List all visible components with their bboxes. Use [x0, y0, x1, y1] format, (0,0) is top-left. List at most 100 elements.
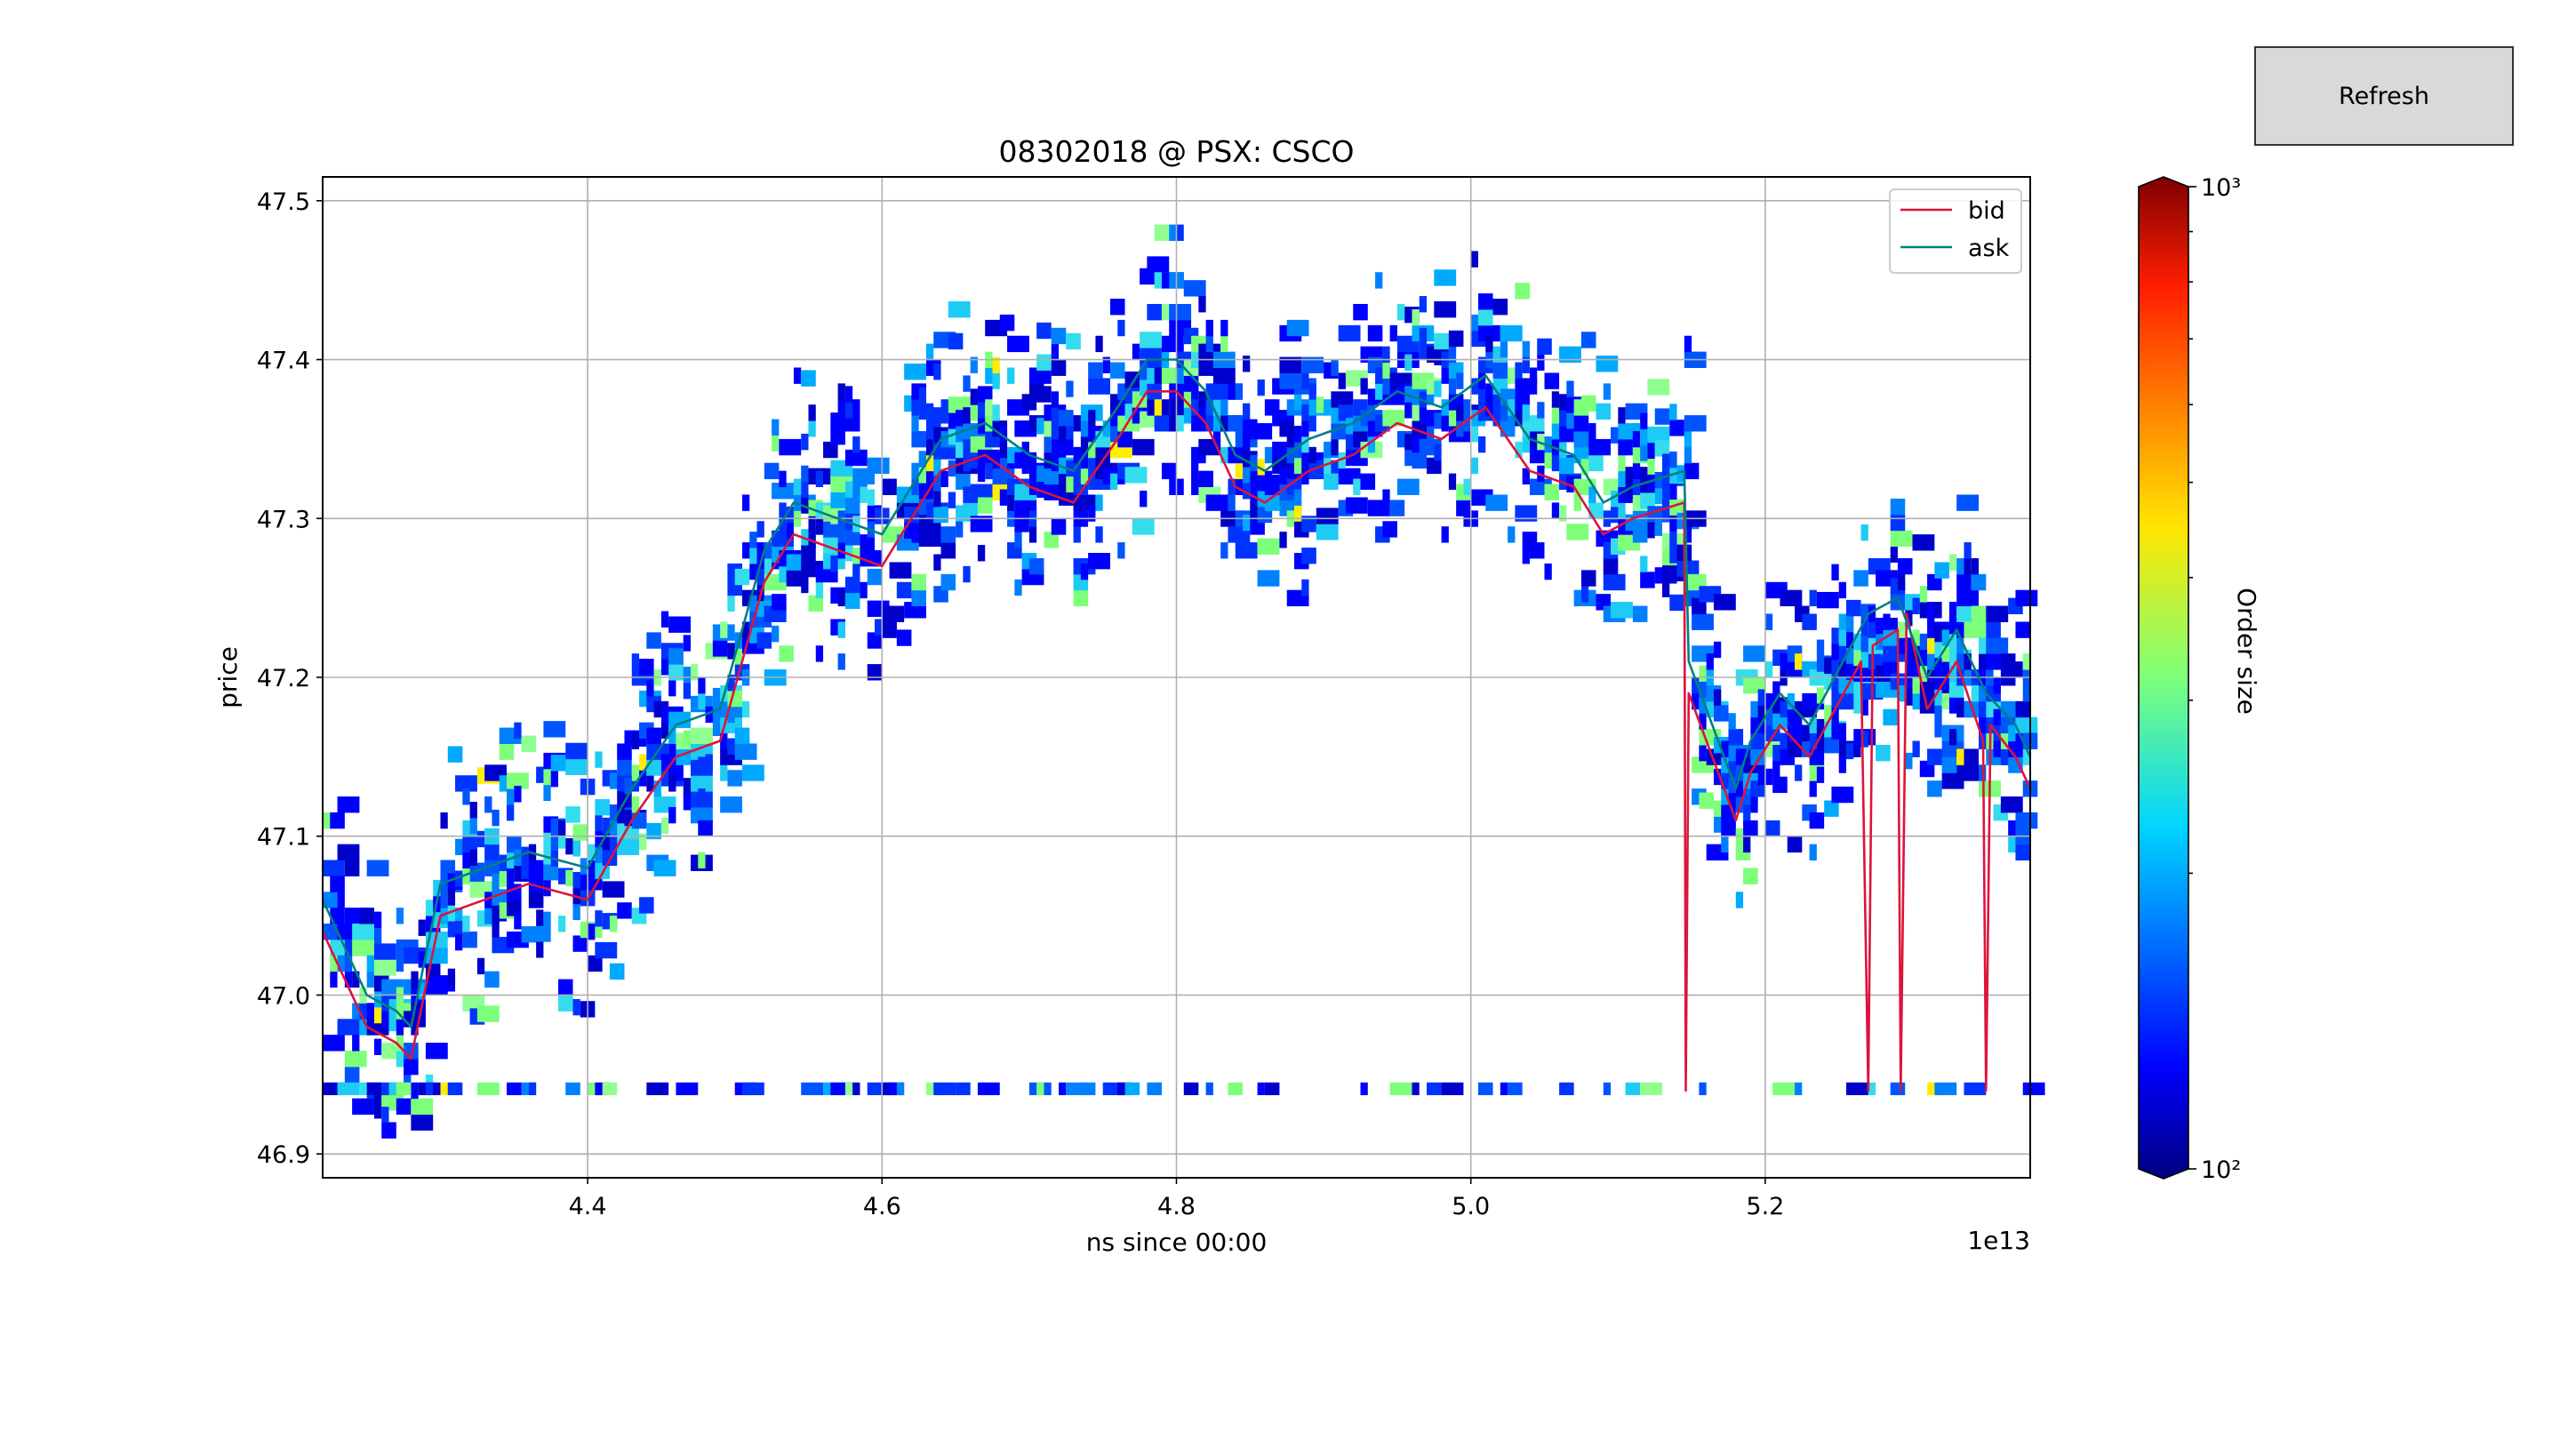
- heatmap-cell: [1795, 653, 1803, 670]
- heatmap-cell: [1080, 1082, 1096, 1096]
- heatmap-cell: [1102, 356, 1110, 373]
- heatmap-cell: [889, 1082, 897, 1096]
- heatmap-cell: [1669, 483, 1677, 500]
- heatmap-cell: [602, 1082, 618, 1096]
- heatmap-cell: [1669, 404, 1677, 420]
- heatmap-cell: [1699, 792, 1714, 809]
- heatmap-cell: [1353, 303, 1368, 321]
- heatmap-cell: [1205, 494, 1228, 511]
- heatmap-cell: [1051, 327, 1067, 345]
- heatmap-cell: [1780, 700, 1788, 718]
- heatmap-cell: [1243, 483, 1251, 500]
- heatmap-cell: [977, 497, 993, 514]
- heatmap-cell: [1470, 426, 1478, 443]
- heatmap-cell: [1692, 677, 1700, 694]
- heatmap-cell: [514, 722, 522, 740]
- heatmap-cell: [844, 497, 860, 514]
- heatmap-cell: [992, 356, 1000, 373]
- heatmap-cell: [668, 727, 676, 744]
- heatmap-cell: [1905, 610, 1913, 627]
- heatmap-cell: [1529, 542, 1545, 559]
- heatmap-cell: [462, 931, 477, 948]
- heatmap-cell: [1161, 303, 1170, 321]
- heatmap-cell: [1183, 1082, 1199, 1096]
- heatmap-cell: [595, 751, 603, 768]
- heatmap-cell: [1021, 441, 1029, 459]
- heatmap-cell: [1382, 362, 1390, 379]
- heatmap-cell: [1419, 327, 1428, 345]
- heatmap-cell: [507, 836, 522, 853]
- heatmap-cell: [440, 860, 456, 876]
- heatmap-cell: [373, 927, 382, 944]
- heatmap-cell: [1684, 446, 1692, 464]
- heatmap-cell: [1132, 518, 1155, 535]
- heatmap-cell: [860, 550, 883, 567]
- heatmap-cell: [1014, 579, 1022, 596]
- heatmap-cell: [1028, 367, 1052, 384]
- heatmap-cell: [1360, 473, 1376, 491]
- heatmap-cell: [1559, 505, 1567, 522]
- heatmap-cell: [1986, 605, 2009, 622]
- heatmap-cell: [808, 595, 824, 612]
- heatmap-cell: [1845, 615, 1854, 633]
- heatmap-cell: [808, 516, 816, 532]
- heatmap-cell: [1205, 319, 1213, 337]
- heatmap-cell: [373, 959, 396, 976]
- heatmap-cell: [691, 727, 713, 744]
- heatmap-cell: [1331, 438, 1339, 456]
- x-axis-offset: 1e13: [1967, 1226, 2030, 1255]
- refresh-button[interactable]: Refresh: [2254, 46, 2514, 146]
- heatmap-cell: [514, 786, 522, 803]
- heatmap-cell: [1537, 402, 1545, 419]
- heatmap-cell: [830, 555, 838, 572]
- heatmap-cell: [2008, 661, 2023, 678]
- heatmap-cell: [720, 621, 728, 638]
- heatmap-cell: [609, 836, 618, 853]
- heatmap-cell: [1293, 489, 1302, 506]
- heatmap-cell: [1647, 442, 1655, 460]
- heatmap-cell: [1845, 631, 1854, 648]
- heatmap-cell: [1831, 628, 1839, 644]
- heatmap-cell: [1897, 557, 1913, 575]
- heatmap-cell: [1824, 673, 1832, 690]
- heatmap-cell: [1412, 1082, 1420, 1096]
- heatmap-cell: [889, 562, 912, 579]
- heatmap-cell: [1728, 729, 1744, 746]
- heatmap-cell: [1964, 557, 1972, 575]
- y-tick-label: 47.2: [257, 665, 310, 692]
- heatmap-cell: [1169, 224, 1177, 241]
- heatmap-cell: [1448, 473, 1457, 491]
- heatmap-cell: [425, 1043, 448, 1060]
- heatmap-cell: [1477, 436, 1486, 453]
- heatmap-cell: [1293, 457, 1302, 475]
- heatmap-cell: [1831, 564, 1839, 581]
- heatmap-cell: [1764, 613, 1773, 630]
- heatmap-cell: [418, 919, 426, 936]
- heatmap-cell: [1279, 356, 1302, 373]
- heatmap-cell: [1286, 319, 1309, 337]
- heatmap-cell: [963, 407, 971, 424]
- heatmap-cell: [330, 955, 338, 972]
- heatmap-cell: [572, 998, 580, 1016]
- heatmap-cell: [550, 771, 558, 788]
- heatmap-cell: [1154, 399, 1162, 416]
- heatmap-cell: [741, 764, 764, 781]
- heatmap-cell: [425, 931, 448, 948]
- heatmap-cell: [1890, 530, 1913, 548]
- heatmap-cell: [1375, 383, 1383, 400]
- heatmap-cell: [815, 645, 824, 662]
- heatmap-cell: [1316, 508, 1339, 524]
- y-tick-label: 47.1: [257, 824, 310, 852]
- heatmap-cell: [896, 629, 912, 646]
- heatmap-cell: [1176, 224, 1184, 241]
- heatmap-cell: [1404, 354, 1412, 371]
- heatmap-cell: [1301, 420, 1309, 437]
- heatmap-cell: [837, 653, 845, 670]
- heatmap-cell: [1934, 657, 1942, 675]
- heatmap-cell: [1809, 589, 1817, 607]
- heatmap-cell: [772, 483, 794, 500]
- heatmap-cell: [1073, 462, 1081, 480]
- heatmap-cell: [1573, 494, 1581, 511]
- heatmap-cell: [1721, 820, 1736, 837]
- heatmap-cell: [1522, 404, 1530, 421]
